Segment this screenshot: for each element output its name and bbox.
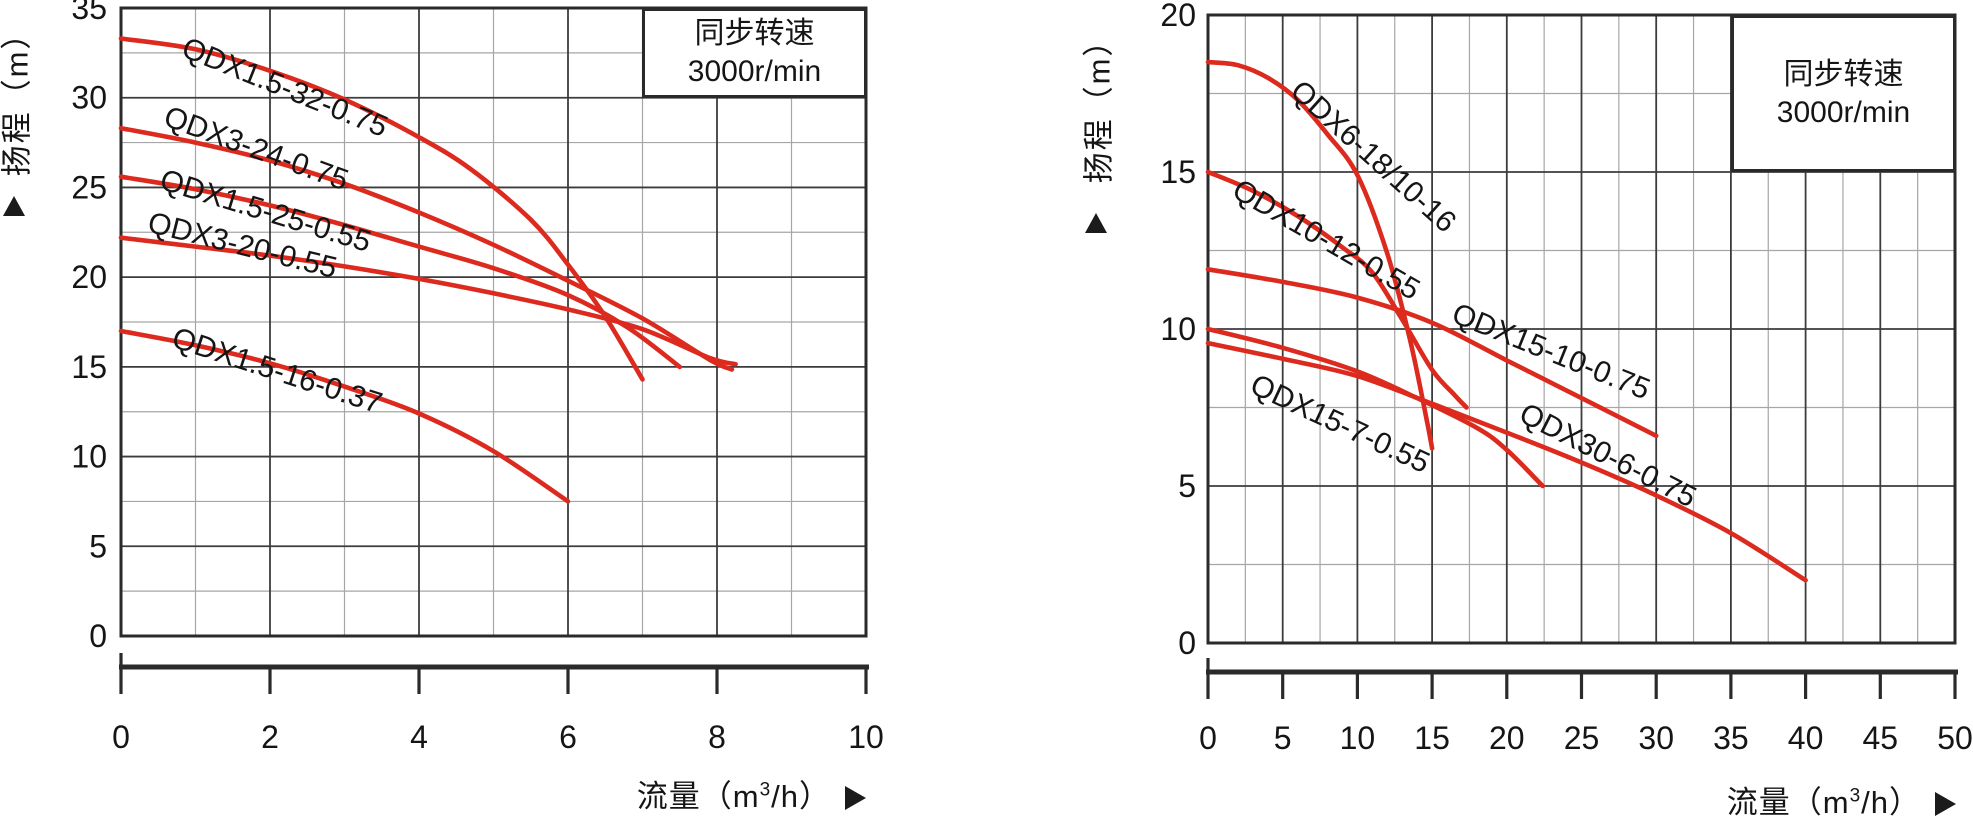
- curve-label-QDX15-7-0.55: QDX15-7-0.55: [1245, 368, 1434, 480]
- right-x-title-sup: 3: [1849, 785, 1862, 807]
- curve-QDX1.5-25-0.55: [118, 174, 683, 370]
- x-tick-label: 6: [559, 719, 577, 755]
- x-tick-label: 50: [1937, 720, 1973, 756]
- left-speed-annotation-box: 同步转速 3000r/min: [642, 8, 867, 98]
- left-speed-line1: 同步转速: [694, 17, 815, 50]
- left-x-title-suffix: /h）: [771, 779, 831, 814]
- x-tick-label: 40: [1788, 720, 1824, 756]
- x-tick-label: 10: [1340, 720, 1376, 756]
- curve-label-QDX30-6-0.75: QDX30-6-0.75: [1514, 397, 1701, 514]
- y-tick-label: 0: [89, 618, 107, 654]
- curve-QDX6-18/10-16: [1205, 59, 1435, 451]
- left-y-axis-arrow-up-icon: [3, 196, 25, 216]
- left-x-axis-arrow-right-icon: [845, 786, 866, 810]
- curve-QDX3-20-0.55: [118, 235, 738, 367]
- y-tick-label: 20: [71, 259, 107, 295]
- curve-QDX3-24-0.75: [118, 125, 735, 372]
- x-tick-label: 0: [1199, 720, 1217, 756]
- right-y-axis-arrow-up-icon: [1085, 213, 1107, 233]
- y-tick-label: 5: [1178, 468, 1196, 504]
- y-tick-label: 35: [71, 0, 107, 26]
- right-y-axis-title: 扬程（m）: [1081, 23, 1117, 183]
- plot-border: [119, 6, 868, 638]
- curve-QDX1.5-16-0.37: [118, 328, 571, 504]
- left-y-axis-title: 扬程（m）: [0, 16, 35, 177]
- y-tick-label: 15: [1160, 154, 1196, 190]
- x-tick-label: 30: [1638, 720, 1674, 756]
- x-tick-label: 20: [1489, 720, 1525, 756]
- y-tick-label: 30: [71, 80, 107, 116]
- y-tick-label: 10: [71, 439, 107, 475]
- x-tick-label: 45: [1863, 720, 1899, 756]
- curve-label-QDX15-10-0.75: QDX15-10-0.75: [1447, 297, 1654, 406]
- x-tick-label: 2: [261, 719, 279, 755]
- curve-label-QDX1.5-16-0.37: QDX1.5-16-0.37: [168, 321, 386, 420]
- x-tick-label: 5: [1274, 720, 1292, 756]
- left-x-title-prefix: 流量（m: [636, 779, 760, 814]
- left-y-axis-title-wrap: 扬程（m）: [0, 17, 35, 177]
- right-x-axis-arrow-right-icon: [1935, 792, 1956, 816]
- x-tick-label: 25: [1564, 720, 1600, 756]
- y-tick-label: 10: [1160, 311, 1196, 347]
- x-tick-label: 10: [848, 719, 884, 755]
- right-speed-line1: 同步转速: [1783, 57, 1904, 91]
- y-tick-label: 20: [1160, 0, 1196, 33]
- right-x-axis-title: 流量（m3/h）: [1606, 777, 1956, 822]
- right-speed-line2: 3000r/min: [1776, 95, 1911, 129]
- x-tick-label: 35: [1713, 720, 1749, 756]
- y-tick-label: 5: [89, 528, 107, 564]
- x-tick-label: 4: [410, 719, 428, 755]
- y-tick-label: 15: [71, 349, 107, 385]
- right-x-title-suffix: /h）: [1861, 785, 1921, 820]
- curve-QDX10-12-0.55: [1205, 169, 1469, 410]
- y-tick-label: 25: [71, 169, 107, 205]
- x-tick-label: 15: [1414, 720, 1450, 756]
- left-x-title-sup: 3: [759, 779, 772, 801]
- right-y-axis-title-wrap: 扬程（m）: [1081, 23, 1117, 183]
- curve-QDX15-10-0.75: [1205, 267, 1659, 439]
- curve-QDX30-6-0.75: [1205, 340, 1808, 583]
- left-x-axis-title: 流量（m3/h）: [516, 771, 866, 816]
- left-speed-line2: 3000r/min: [687, 55, 822, 88]
- x-tick-label: 0: [112, 719, 130, 755]
- x-tick-label: 8: [708, 719, 726, 755]
- y-tick-label: 0: [1178, 625, 1196, 661]
- right-x-title-prefix: 流量（m: [1726, 785, 1850, 820]
- right-speed-annotation-box: 同步转速 3000r/min: [1731, 15, 1956, 172]
